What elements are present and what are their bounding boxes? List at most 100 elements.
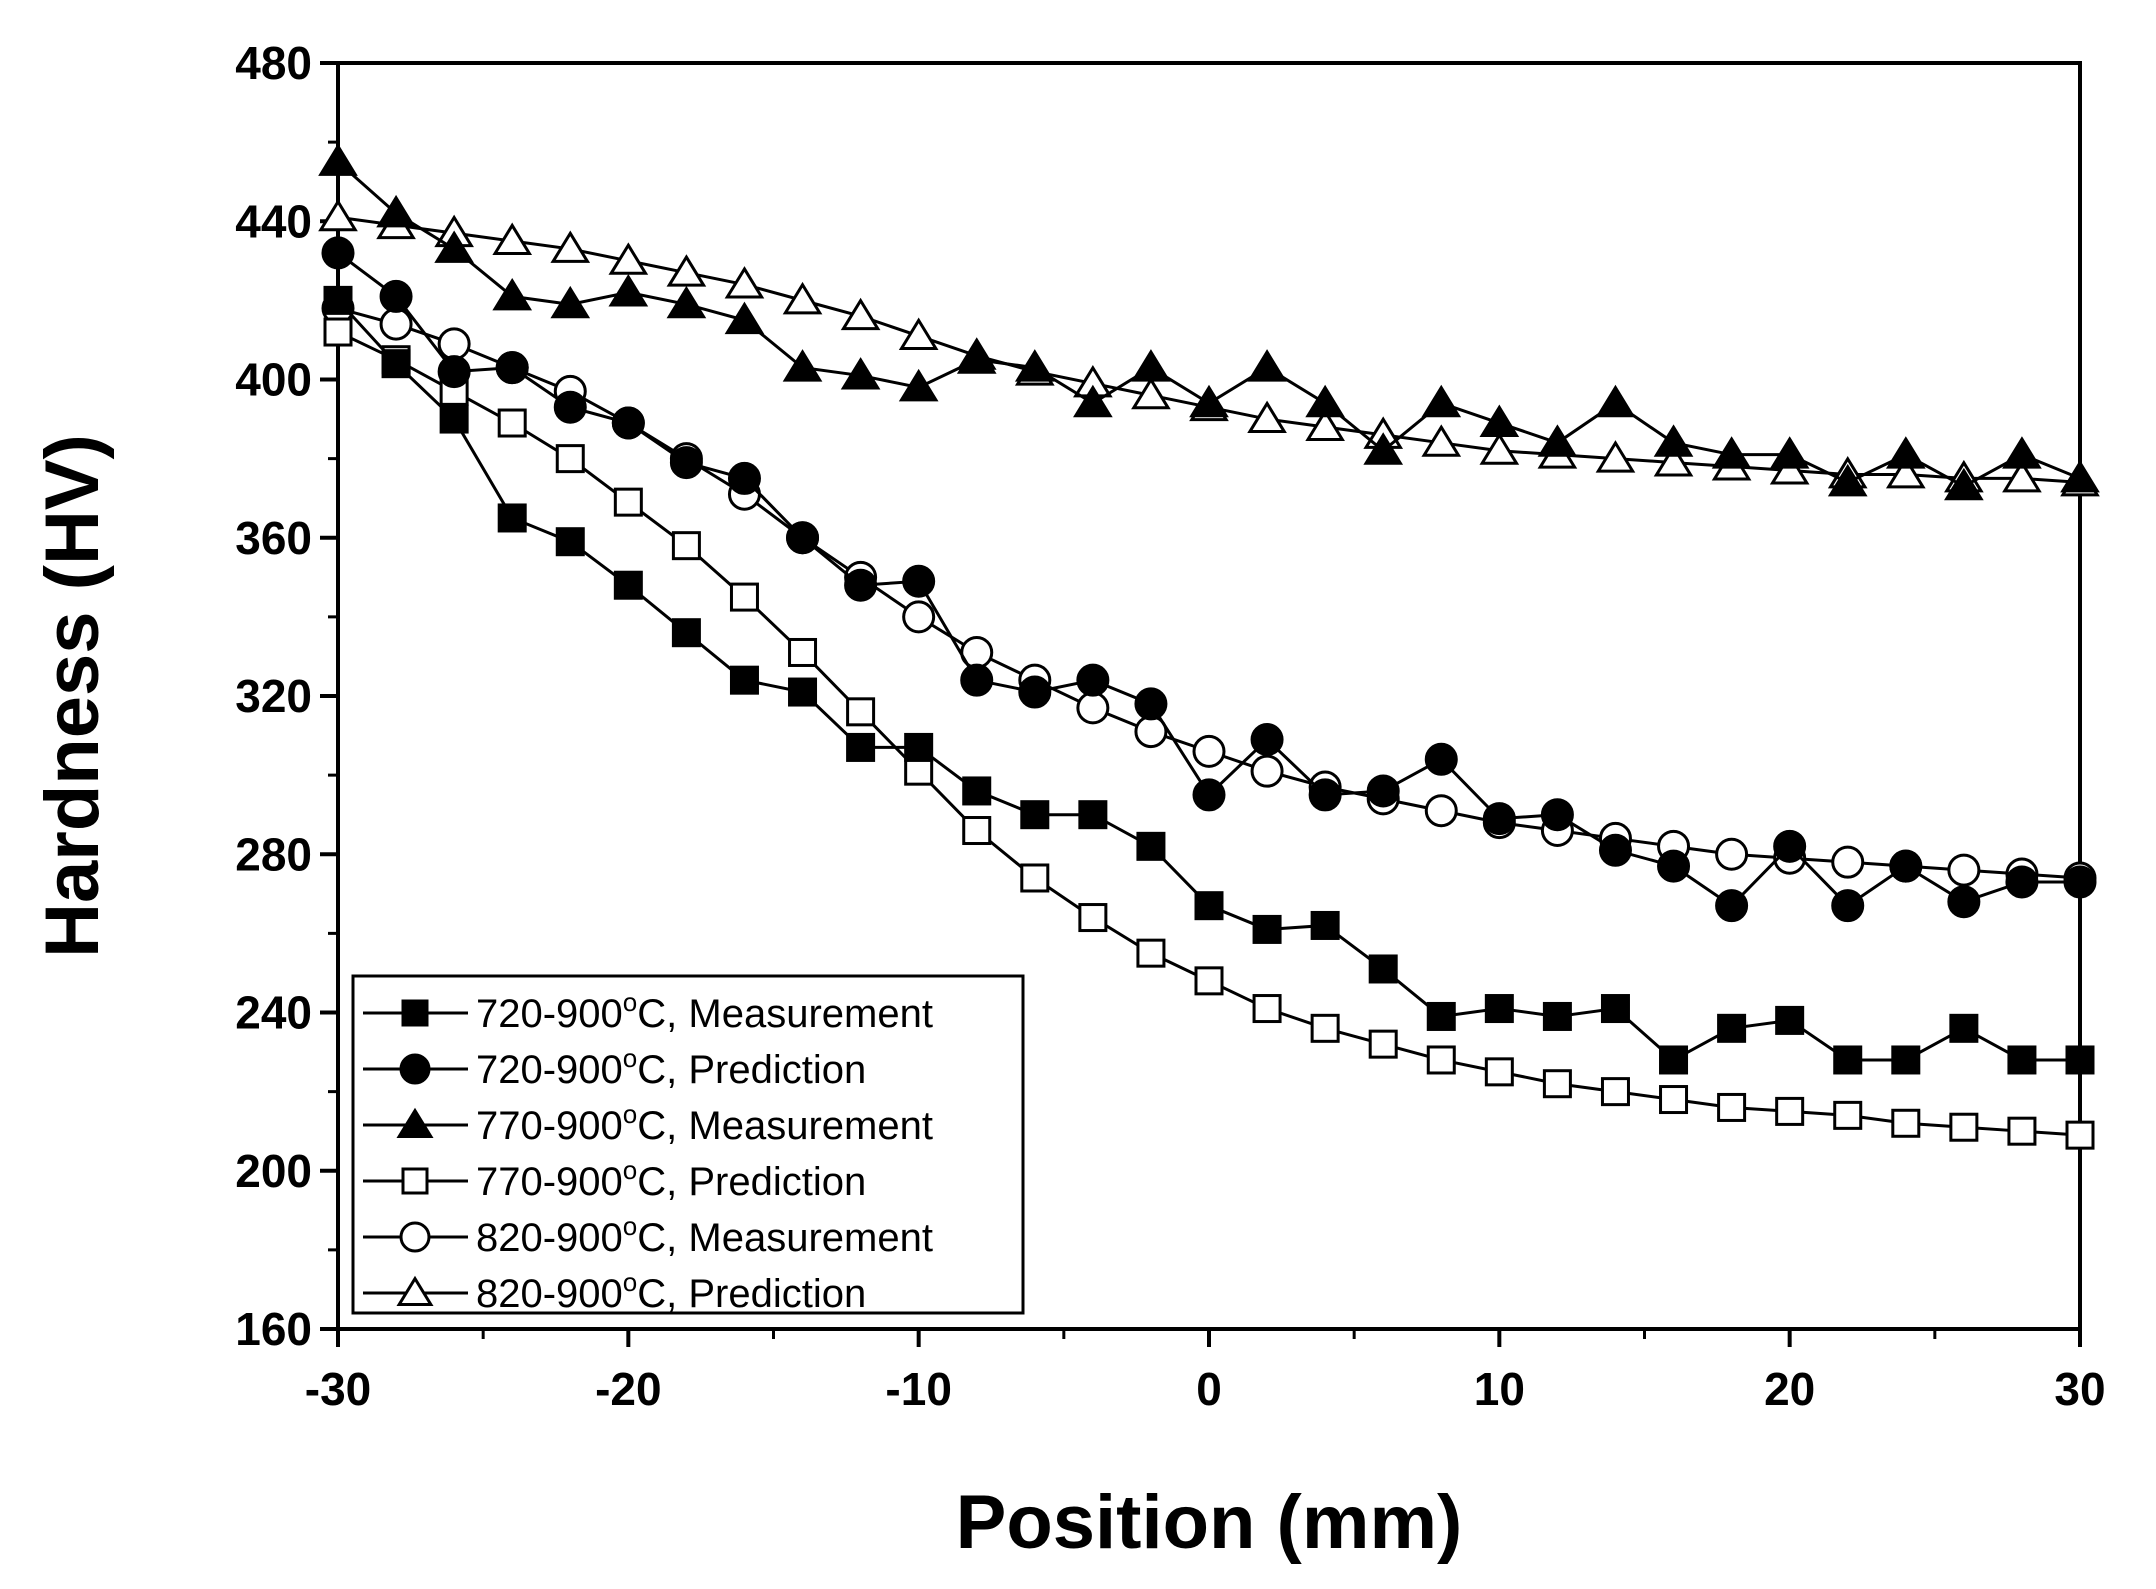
data-point: [1368, 954, 1398, 984]
data-point: [1073, 384, 1113, 418]
data-point: [671, 531, 701, 561]
data-point: [1252, 994, 1282, 1024]
data-point: [1484, 1057, 1514, 1087]
data-point: [321, 236, 355, 270]
data-point: [318, 198, 358, 232]
data-point: [1600, 1077, 1630, 1107]
data-point: [608, 273, 649, 307]
data-point: [1421, 384, 1462, 418]
series-line: [337, 160, 2081, 489]
data-point: [1252, 914, 1282, 944]
data-point: [729, 582, 759, 612]
data-point: [1131, 376, 1171, 410]
data-point: [381, 349, 411, 379]
series: [318, 198, 2100, 497]
legend-label: 770-900oC, Prediction: [476, 1155, 866, 1204]
data-point: [1775, 1096, 1805, 1126]
data-point: [1020, 800, 1050, 830]
data-point: [401, 999, 429, 1027]
data-point: [1537, 424, 1578, 457]
data-point: [1076, 691, 1110, 725]
series: [321, 236, 2097, 923]
data-point: [550, 230, 591, 263]
data-point: [1542, 1001, 1572, 1031]
data-point: [1479, 432, 1520, 465]
data-point: [1368, 1029, 1398, 1059]
legend-label: 720-900oC, Measurement: [476, 987, 933, 1036]
data-point: [1885, 455, 1926, 489]
data-point: [555, 444, 585, 474]
data-point: [904, 756, 934, 786]
y-tick-label: 280: [235, 828, 312, 880]
series: [323, 317, 2095, 1150]
data-point: [1831, 889, 1865, 923]
data-point: [1308, 778, 1342, 812]
data-point: [1833, 1045, 1863, 1075]
data-point: [846, 732, 876, 762]
data-point: [1889, 849, 1923, 883]
data-point: [1653, 444, 1694, 477]
data-point: [1424, 742, 1458, 776]
y-tick-label: 360: [235, 512, 312, 564]
legend-entry: 720-900oC, Prediction: [363, 1043, 866, 1092]
x-tick-label: -10: [885, 1363, 951, 1415]
data-point: [611, 406, 645, 440]
data-point: [898, 317, 939, 350]
data-point: [1595, 440, 1636, 473]
data-point: [1717, 1092, 1747, 1122]
data-point: [1542, 1069, 1572, 1099]
data-point: [1134, 687, 1168, 721]
data-point: [379, 307, 413, 341]
series-layer: [318, 143, 2100, 1150]
data-point: [613, 570, 643, 600]
legend: 720-900oC, Measurement 720-900oC, Predict…: [351, 974, 1025, 1316]
data-point: [1020, 863, 1050, 893]
series-line: [337, 215, 2081, 484]
data-point: [1305, 408, 1345, 441]
data-point: [1250, 754, 1284, 788]
data-point: [1131, 349, 1171, 382]
data-point: [401, 1167, 429, 1195]
y-tick-label: 480: [235, 37, 312, 89]
data-point: [1424, 794, 1458, 828]
data-point: [1833, 1100, 1863, 1130]
data-point: [1479, 404, 1520, 437]
data-point: [1192, 778, 1226, 812]
data-point: [846, 697, 876, 727]
data-point: [2007, 1116, 2037, 1146]
legend-label: 770-900oC, Measurement: [476, 1099, 933, 1148]
data-point: [1717, 1013, 1747, 1043]
data-point: [2065, 1120, 2095, 1150]
legend-label: 820-900oC, Prediction: [476, 1267, 866, 1316]
data-point: [1136, 831, 1166, 861]
legend-label: 720-900oC, Prediction: [476, 1043, 866, 1092]
data-point: [904, 732, 934, 762]
data-point: [376, 194, 416, 228]
data-point: [379, 279, 413, 313]
data-point: [840, 297, 881, 331]
data-point: [962, 816, 992, 846]
data-point: [960, 663, 994, 697]
x-axis: -30 -20 -10 0 10 20 30: [305, 1329, 2106, 1415]
data-point: [1831, 845, 1865, 879]
data-point: [786, 521, 820, 555]
data-point: [1136, 938, 1166, 968]
y-tick-label: 440: [235, 195, 312, 247]
data-point: [1194, 891, 1224, 921]
data-point: [1657, 849, 1691, 883]
x-tick-label: -30: [305, 1363, 371, 1415]
data-point: [2007, 1045, 2037, 1075]
data-point: [399, 1053, 431, 1085]
data-point: [666, 285, 707, 319]
series: [323, 285, 2095, 1075]
legend-label: 820-900oC, Measurement: [476, 1211, 933, 1260]
data-point: [2002, 436, 2042, 469]
data-point: [902, 600, 936, 634]
data-point: [1247, 400, 1287, 434]
data-point: [1944, 467, 1984, 501]
data-point: [671, 618, 701, 648]
data-point: [1250, 723, 1284, 757]
data-point: [2005, 865, 2039, 899]
data-point: [1775, 1005, 1805, 1035]
data-point: [553, 390, 587, 424]
